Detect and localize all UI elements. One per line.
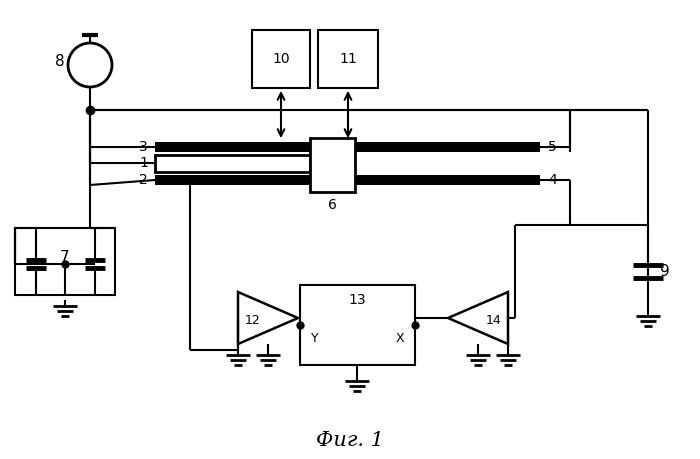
Text: 1: 1 [139,156,148,170]
Bar [355,142,540,152]
Text: 4: 4 [548,173,556,187]
Bar [155,175,310,185]
Text: 6: 6 [328,198,337,212]
Text: 8: 8 [55,55,65,69]
Text: 3: 3 [139,140,148,154]
Text: 14: 14 [486,314,502,328]
Text: 2: 2 [139,173,148,187]
Text: Y: Y [312,331,318,345]
Bar [155,155,310,172]
Text: 7: 7 [60,251,70,265]
Bar [15,228,115,295]
Text: X: X [395,331,405,345]
Bar [318,30,378,88]
Text: 13: 13 [349,293,366,307]
Text: 9: 9 [660,264,670,280]
Text: 5: 5 [548,140,556,154]
Bar [355,175,540,185]
Text: Фиг. 1: Фиг. 1 [316,431,384,449]
Text: 11: 11 [339,52,357,66]
Text: 10: 10 [272,52,290,66]
Bar [300,285,415,365]
Bar [252,30,310,88]
Bar [155,142,310,152]
Bar [310,138,355,192]
Text: 12: 12 [245,314,261,328]
